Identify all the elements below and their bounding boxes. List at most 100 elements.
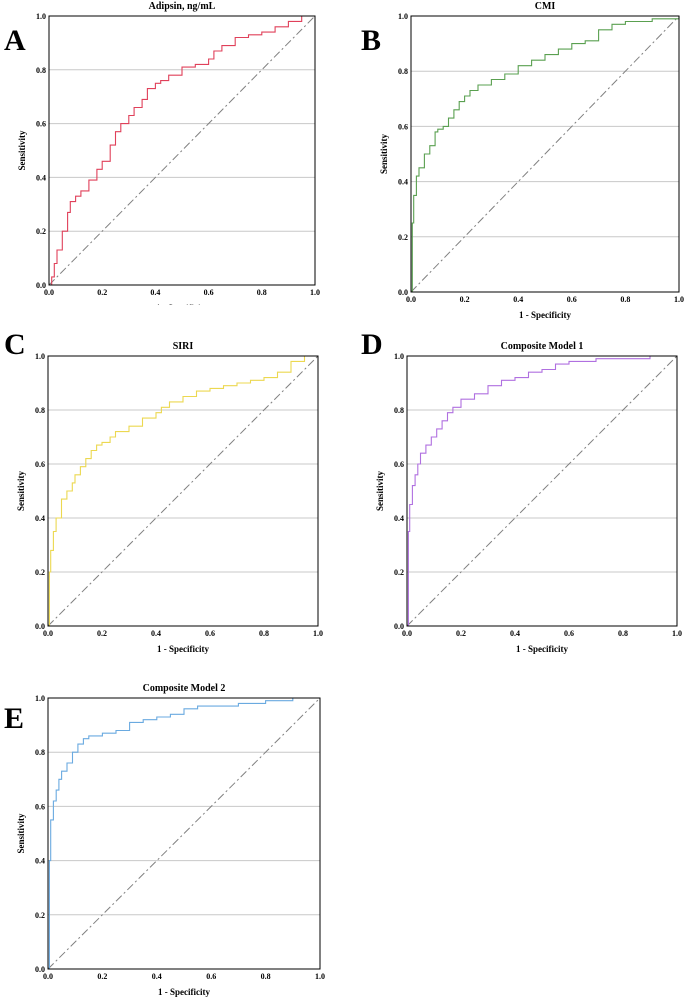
- x-tick-label: 0.4: [513, 295, 523, 304]
- y-axis-title: Sensitivity: [16, 813, 26, 854]
- y-axis-title: Sensitivity: [379, 134, 389, 175]
- roc-curve: [407, 355, 677, 627]
- y-tick-label: 0.8: [398, 67, 408, 76]
- y-tick-label: 0.8: [394, 406, 404, 415]
- x-tick-label: 0.4: [510, 629, 520, 638]
- y-tick-label: 0.2: [394, 568, 404, 577]
- reference-diagonal: [406, 355, 678, 627]
- y-tick-label: 0.6: [398, 122, 408, 131]
- chart-title: Composite Model 1: [501, 341, 584, 352]
- plot-frame: [48, 15, 316, 286]
- y-tick-label: 0.4: [35, 514, 45, 523]
- x-tick-label: 0.0: [43, 972, 53, 981]
- x-tick-label: 0.8: [259, 629, 269, 638]
- x-tick-label: 0.6: [564, 629, 574, 638]
- y-tick-label: 0.6: [394, 460, 404, 469]
- x-tick-label: 1.0: [315, 972, 325, 981]
- y-tick-label: 0.4: [35, 857, 45, 866]
- roc-curve: [49, 15, 315, 286]
- x-tick-label: 0.0: [44, 288, 54, 297]
- roc-curve: [48, 355, 318, 627]
- y-tick-label: 0.2: [35, 568, 45, 577]
- y-tick-label: 0.6: [35, 802, 45, 811]
- panel-letter: B: [361, 24, 382, 57]
- panel-letter: A: [4, 24, 26, 57]
- y-tick-label: 0.4: [36, 173, 46, 182]
- panel-letter: C: [4, 328, 26, 361]
- x-tick-label: 0.6: [567, 295, 577, 304]
- x-tick-label: 0.6: [204, 288, 214, 297]
- x-tick-label: 1.0: [674, 295, 684, 304]
- y-tick-label: 0.0: [35, 622, 45, 631]
- x-tick-label: 0.2: [97, 972, 107, 981]
- x-tick-label: 0.6: [205, 629, 215, 638]
- y-tick-label: 0.2: [35, 911, 45, 920]
- roc-curve: [48, 697, 320, 970]
- roc-chart-composite-1: 0.0 0.2 0.4 0.6 0.8 1.0 0.0 0.2 0.4 0.6 0.8 1.0 Comp…: [375, 341, 682, 654]
- panel-d: D 0.0 0.2 0.4 0.6 0.8 1.0 0.0 0.2 0.4 0.6 0.8 1.0 Co…: [355, 328, 685, 665]
- chart-title: Adipsin, ng/mL: [149, 1, 216, 12]
- roc-chart-cmi: 0.0 0.2 0.4 0.6 0.8 1.0 0.0 0.2 0.4 0.6 0.8 1.0 CMI 1…: [379, 1, 684, 320]
- x-tick-label: 0.8: [618, 629, 628, 638]
- y-axis-title: Sensitivity: [16, 471, 26, 512]
- plot-frame: [47, 697, 321, 970]
- y-tick-label: 0.0: [394, 622, 404, 631]
- x-axis-title: 1 - Specificity: [519, 310, 571, 320]
- chart-title: CMI: [535, 1, 556, 12]
- x-tick-label: 0.4: [151, 629, 161, 638]
- x-axis-title: 1 - Specificity: [516, 644, 568, 654]
- x-tick-label: 0.6: [206, 972, 216, 981]
- panel-a: A 0.0 0.2 0.4 0.6 0.8 1.0 0.0 0.2 0.4 0.6 0.8 1.0 Ad…: [0, 0, 330, 313]
- y-tick-label: 0.8: [35, 406, 45, 415]
- chart-title: Composite Model 2: [143, 683, 226, 694]
- plot-frame: [410, 15, 680, 293]
- x-tick-label: 0.2: [97, 288, 107, 297]
- y-tick-label: 0.0: [36, 281, 46, 290]
- panel-letter: D: [361, 328, 383, 361]
- x-tick-label: 1.0: [672, 629, 682, 638]
- x-tick-label: 0.2: [456, 629, 466, 638]
- y-tick-label: 0.8: [35, 748, 45, 757]
- roc-chart-composite-2: 0.0 0.2 0.4 0.6 0.8 1.0 0.0 0.2 0.4 0.6 0.8 1.0 Comp…: [16, 683, 325, 997]
- y-axis-title: Sensitivity: [17, 130, 27, 171]
- x-tick-label: 0.0: [406, 295, 416, 304]
- x-tick-label: 0.8: [620, 295, 630, 304]
- y-tick-label: 1.0: [36, 12, 46, 21]
- y-tick-label: 0.2: [36, 227, 46, 236]
- y-tick-label: 0.6: [36, 120, 46, 129]
- reference-diagonal: [410, 15, 680, 293]
- y-tick-label: 0.2: [398, 233, 408, 242]
- x-tick-label: 0.8: [257, 288, 267, 297]
- x-tick-label: 0.0: [43, 629, 53, 638]
- panel-letter: E: [4, 702, 25, 735]
- panel-b: B 0.0 0.2 0.4 0.6 0.8 1.0 0.0 0.2 0.4 0.6 0.8 1.0 CM…: [355, 0, 685, 335]
- x-axis-title: 1 - Specificity: [157, 644, 209, 654]
- y-axis-title: Sensitivity: [375, 471, 385, 512]
- roc-curve: [411, 16, 680, 293]
- y-tick-label: 0.4: [398, 178, 408, 187]
- plot-frame: [47, 355, 319, 627]
- y-tick-label: 1.0: [35, 352, 45, 361]
- chart-title: SIRI: [173, 341, 194, 352]
- x-tick-label: 0.8: [261, 972, 271, 981]
- x-tick-label: 0.2: [460, 295, 470, 304]
- plot-frame: [406, 355, 678, 627]
- panel-c: C 0.0 0.2 0.4 0.6 0.8 1.0 0.0 0.2 0.4 0.6 0.8 1.0 SI…: [0, 328, 330, 665]
- reference-diagonal: [48, 15, 316, 286]
- x-axis-title: 1 - Specificity: [158, 987, 210, 997]
- x-tick-label: 0.4: [152, 972, 162, 981]
- y-tick-label: 0.8: [36, 66, 46, 75]
- y-tick-label: 0.0: [398, 288, 408, 297]
- x-axis-title: 1 - Specificity: [156, 303, 208, 305]
- y-tick-label: 1.0: [35, 694, 45, 703]
- y-tick-label: 0.6: [35, 460, 45, 469]
- x-tick-label: 0.4: [150, 288, 160, 297]
- x-tick-label: 1.0: [310, 288, 320, 297]
- x-tick-label: 0.0: [402, 629, 412, 638]
- panel-e: E 0.0 0.2 0.4 0.6 0.8 1.0 0.0 0.2 0.4 0.6 0.8 1.0 Co…: [0, 682, 330, 1003]
- roc-chart-adipsin: 0.0 0.2 0.4 0.6 0.8 1.0 0.0 0.2 0.4 0.6 0.8 1.0 Adip…: [17, 1, 320, 313]
- x-tick-label: 0.2: [97, 629, 107, 638]
- y-tick-label: 0.0: [35, 965, 45, 974]
- x-tick-label: 1.0: [313, 629, 323, 638]
- roc-chart-siri: 0.0 0.2 0.4 0.6 0.8 1.0 0.0 0.2 0.4 0.6 0.8 1.0 SIRI…: [16, 341, 323, 654]
